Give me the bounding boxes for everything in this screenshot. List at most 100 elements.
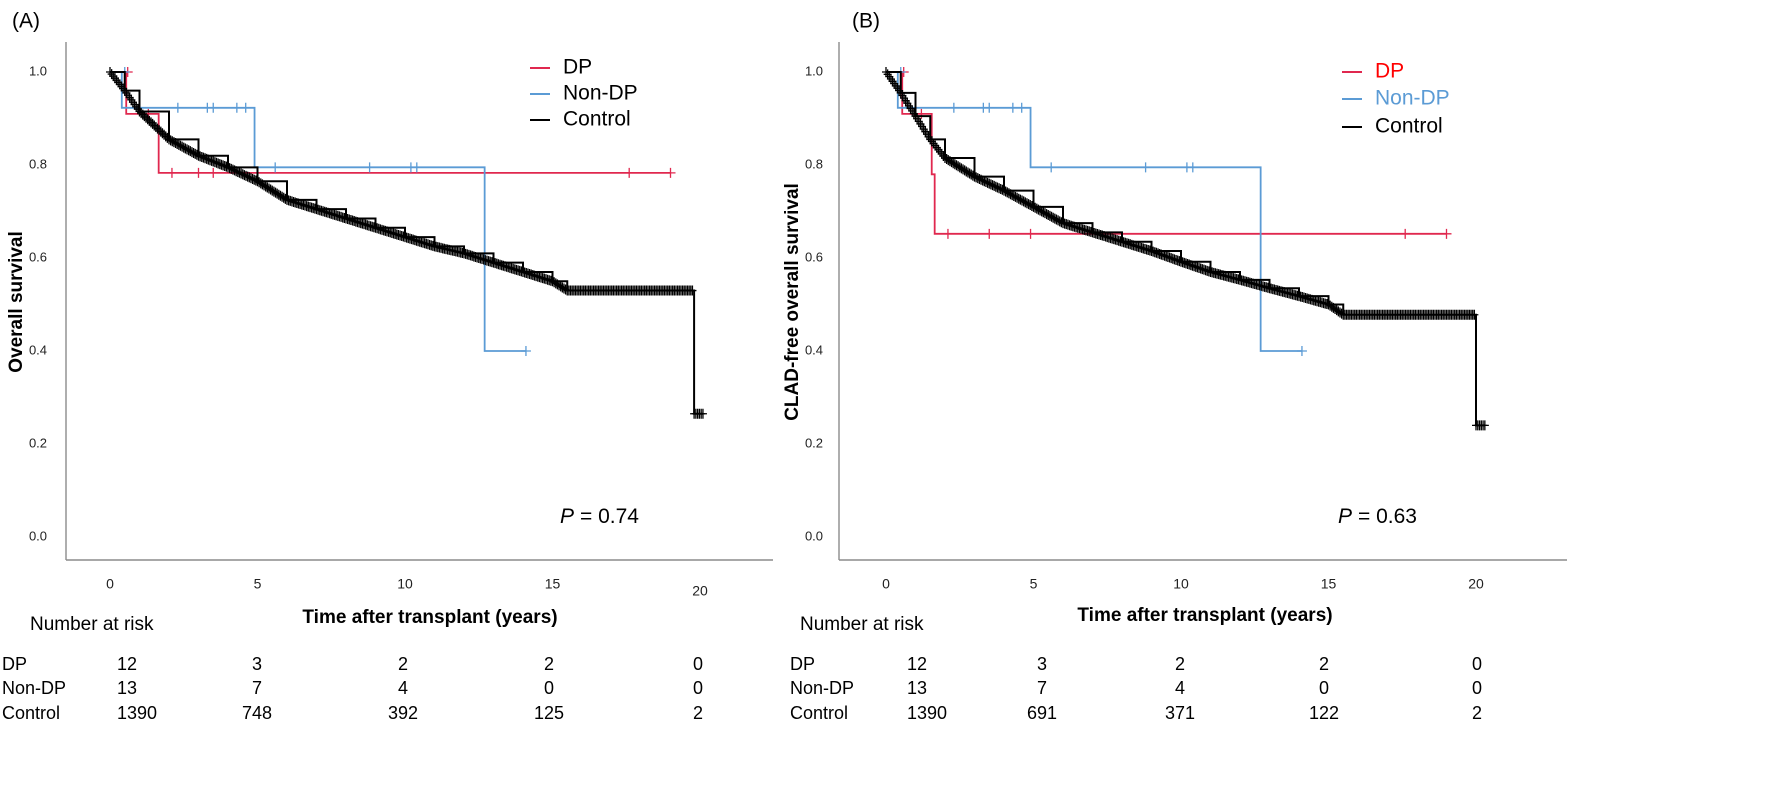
censor-mark (911, 111, 920, 122)
risk-cell: 1390 (907, 703, 947, 723)
risk-cell: 7 (252, 678, 262, 698)
censor-mark (1140, 162, 1151, 173)
censor-mark (193, 167, 204, 178)
censor-mark (1025, 228, 1036, 239)
y-tick-label: 0.0 (805, 528, 823, 543)
censor-mark (916, 108, 927, 119)
censor-mark (896, 87, 905, 98)
censor-mark (665, 167, 676, 178)
panel-label: (B) (852, 10, 880, 33)
censor-mark (913, 113, 922, 124)
risk-cell: 691 (1027, 703, 1057, 723)
x-tick-label: 5 (254, 576, 262, 592)
censor-mark (904, 100, 913, 111)
p-number: = 0.63 (1358, 505, 1417, 528)
censor-mark (624, 167, 635, 178)
risk-row-label: Control (2, 703, 60, 723)
series-non-dp (886, 67, 1307, 356)
p-symbol: P (1338, 505, 1352, 528)
y-axis-label: CLAD-free overall survival (782, 183, 803, 421)
panel-label: (A) (12, 10, 40, 33)
risk-cell: 1390 (117, 703, 157, 723)
censor-mark (984, 102, 995, 113)
censor-mark (984, 228, 995, 239)
censor-mark (1016, 102, 1027, 113)
legend-label: DP (563, 56, 592, 79)
risk-row-label: DP (790, 654, 815, 674)
risk-row-label: Non-DP (790, 678, 854, 698)
x-tick-label: 15 (545, 576, 561, 592)
censor-mark (901, 95, 910, 106)
censor-mark (270, 162, 281, 173)
risk-cell: 4 (398, 678, 408, 698)
censor-mark (1296, 346, 1307, 356)
risk-cell: 0 (1472, 678, 1482, 698)
risk-cell: 748 (242, 703, 272, 723)
legend-label: Control (1375, 115, 1443, 138)
censor-mark (1187, 162, 1198, 173)
censor-mark (906, 103, 915, 114)
censor-mark (688, 285, 697, 296)
y-tick-label: 1.0 (29, 63, 47, 78)
censor-mark (914, 116, 923, 127)
risk-cell: 13 (907, 678, 927, 698)
censor-mark (1007, 102, 1018, 113)
y-tick-label: 0.6 (805, 249, 823, 264)
censor-mark (520, 346, 531, 356)
survival-curve (886, 71, 1302, 352)
p-symbol: P (560, 505, 574, 528)
risk-cell: 2 (544, 654, 554, 674)
risk-table-title: Number at risk (30, 614, 154, 635)
x-tick-label: 10 (1173, 576, 1189, 592)
censor-mark (903, 98, 912, 109)
x-tick-label: 0 (106, 576, 114, 592)
y-tick-label: 0.8 (805, 156, 823, 171)
y-tick-label: 1.0 (805, 63, 823, 78)
risk-row-label: Control (790, 703, 848, 723)
risk-cell: 4 (1175, 678, 1185, 698)
risk-cell: 13 (117, 678, 137, 698)
censor-mark (364, 162, 375, 173)
x-axis-label: Time after transplant (years) (1077, 605, 1332, 626)
risk-cell: 2 (1319, 654, 1329, 674)
legend: DP Non-DP Control (530, 56, 638, 131)
x-tick-label: 20 (1468, 576, 1484, 592)
series-control (106, 67, 707, 419)
legend-label: Non-DP (563, 82, 638, 105)
legend-label: Non-DP (1375, 87, 1450, 110)
censor-mark (208, 167, 219, 178)
censor-mark (908, 106, 917, 117)
censor-mark (900, 93, 909, 104)
survival-curve (886, 71, 1447, 235)
x-tick-label: 20 (692, 583, 708, 599)
legend-label: Control (563, 108, 631, 131)
censor-mark (1400, 228, 1411, 239)
censor-mark (948, 102, 959, 113)
y-tick-label: 0.2 (29, 435, 47, 450)
censor-mark (231, 102, 242, 113)
y-tick-label: 0.2 (805, 435, 823, 450)
censor-mark (922, 129, 931, 140)
risk-cell: 0 (1319, 678, 1329, 698)
risk-cell: 12 (907, 654, 927, 674)
risk-cell: 12 (117, 654, 137, 674)
risk-row-label: DP (2, 654, 27, 674)
legend-label: DP (1375, 60, 1404, 83)
risk-cell: 2 (398, 654, 408, 674)
x-tick-label: 15 (1321, 576, 1337, 592)
censor-mark (909, 108, 918, 119)
censor-mark (411, 162, 422, 173)
legend: DP Non-DP Control (1342, 60, 1450, 138)
risk-cell: 0 (544, 678, 554, 698)
censor-mark (208, 102, 219, 113)
risk-cell: 2 (1175, 654, 1185, 674)
censor-mark (1470, 309, 1479, 320)
risk-cell: 0 (1472, 654, 1482, 674)
risk-cell: 7 (1037, 678, 1047, 698)
p-value: P = 0.63 (1338, 505, 1417, 528)
risk-cell: 371 (1165, 703, 1195, 723)
x-tick-label: 10 (397, 576, 413, 592)
